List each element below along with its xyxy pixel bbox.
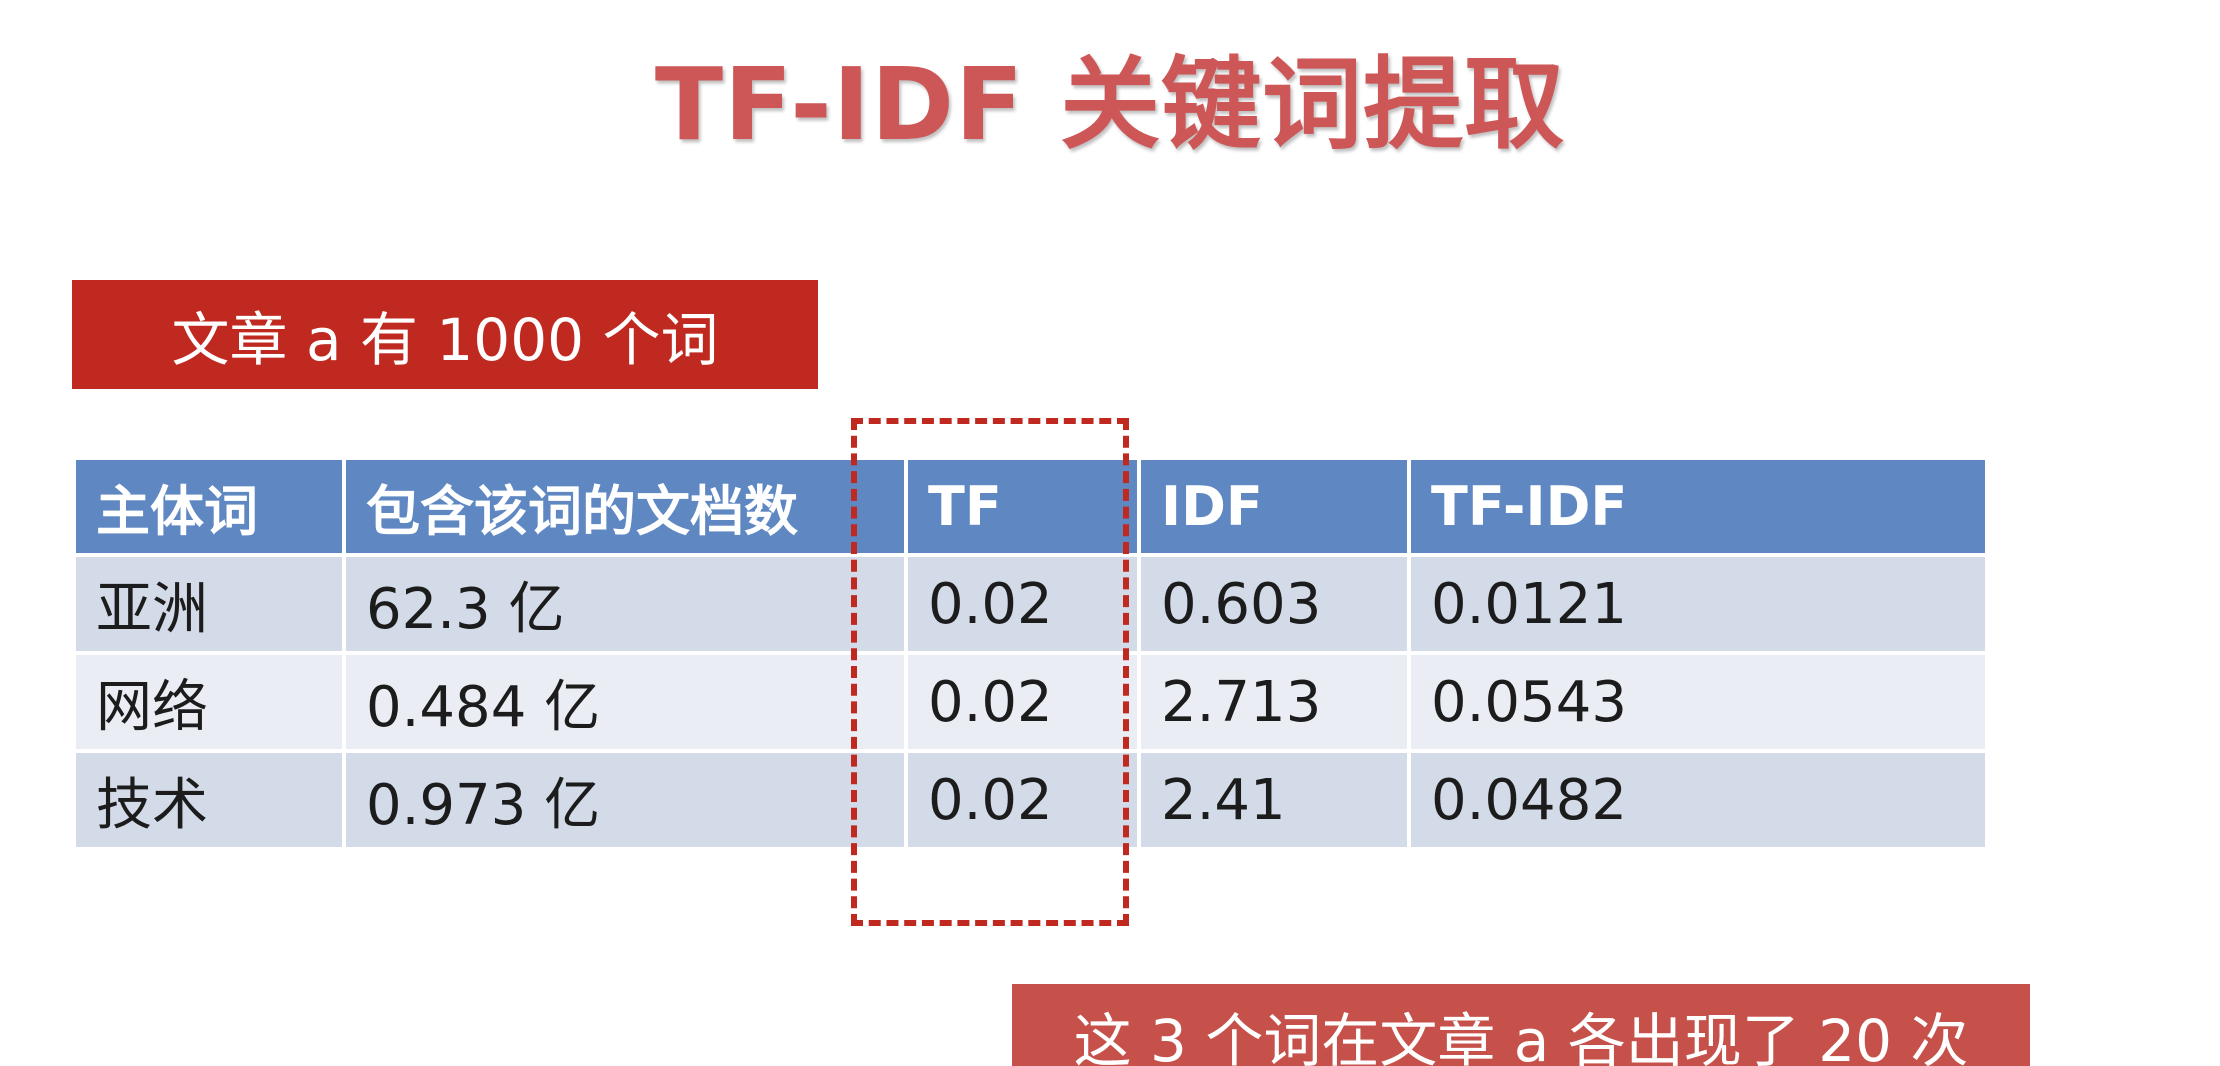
cell-keyword: 网络 [76,655,342,749]
header-tf: TF [908,460,1137,553]
article-word-count-banner: 文章 a 有 1000 个词 [72,280,818,389]
cell-tfidf: 0.0121 [1411,557,1985,651]
cell-doc-count: 0.484 亿 [346,655,904,749]
cell-doc-count: 62.3 亿 [346,557,904,651]
header-tfidf: TF-IDF [1411,460,1985,553]
cell-tf: 0.02 [908,753,1137,847]
table-header-row: 主体词 包含该词的文档数 TF IDF TF-IDF [76,460,1985,553]
cell-tfidf: 0.0543 [1411,655,1985,749]
table-row: 技术 0.973 亿 0.02 2.41 0.0482 [76,753,1985,847]
cell-keyword: 技术 [76,753,342,847]
cell-tfidf: 0.0482 [1411,753,1985,847]
table-row: 亚洲 62.3 亿 0.02 0.603 0.0121 [76,557,1985,651]
cell-idf: 0.603 [1141,557,1407,651]
cell-doc-count: 0.973 亿 [346,753,904,847]
slide-title: TF-IDF 关键词提取 [654,46,1566,163]
tfidf-table: 主体词 包含该词的文档数 TF IDF TF-IDF 亚洲 62.3 亿 0.0… [72,456,1989,851]
cell-tf: 0.02 [908,557,1137,651]
occurrence-note-banner: 这 3 个词在文章 a 各出现了 20 次 [1012,984,2030,1066]
cell-idf: 2.713 [1141,655,1407,749]
cell-idf: 2.41 [1141,753,1407,847]
header-keyword: 主体词 [76,460,342,553]
table-row: 网络 0.484 亿 0.02 2.713 0.0543 [76,655,1985,749]
cell-tf: 0.02 [908,655,1137,749]
header-doc-count: 包含该词的文档数 [346,460,904,553]
header-idf: IDF [1141,460,1407,553]
cell-keyword: 亚洲 [76,557,342,651]
